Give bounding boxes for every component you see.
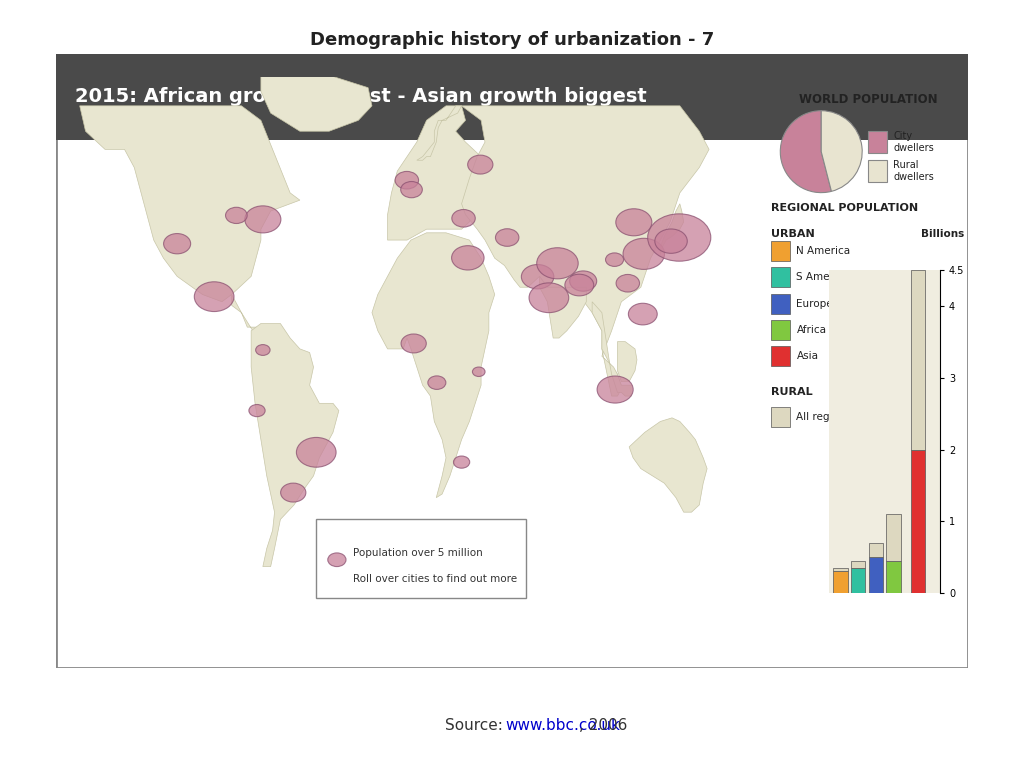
Text: Source:: Source:: [445, 718, 508, 733]
Bar: [910, 270, 925, 449]
Text: www.bbc.co.uk: www.bbc.co.uk: [506, 718, 621, 733]
Circle shape: [569, 271, 597, 291]
Bar: [868, 557, 883, 593]
Circle shape: [565, 274, 594, 296]
Text: REGIONAL POPULATION: REGIONAL POPULATION: [771, 203, 919, 213]
FancyBboxPatch shape: [315, 518, 526, 598]
Circle shape: [472, 367, 485, 376]
Circle shape: [654, 229, 687, 253]
Bar: [834, 571, 848, 593]
Bar: [910, 449, 925, 593]
Text: S America: S America: [797, 272, 850, 282]
Bar: [851, 568, 865, 593]
Circle shape: [605, 253, 624, 266]
Circle shape: [245, 206, 281, 233]
Text: 2015: African growth fastest - Asian growth biggest: 2015: African growth fastest - Asian gro…: [75, 88, 646, 106]
Circle shape: [452, 210, 475, 227]
Polygon shape: [80, 106, 300, 302]
Circle shape: [395, 171, 419, 189]
Text: Billions: Billions: [922, 230, 965, 240]
Polygon shape: [462, 106, 709, 396]
Polygon shape: [231, 294, 261, 338]
Polygon shape: [417, 106, 462, 161]
Wedge shape: [821, 111, 862, 191]
Circle shape: [521, 264, 554, 289]
Circle shape: [195, 282, 234, 312]
Bar: [771, 406, 791, 427]
Circle shape: [454, 456, 470, 468]
Bar: [867, 160, 887, 182]
Bar: [771, 346, 791, 366]
Bar: [834, 568, 848, 571]
Text: N America: N America: [797, 246, 851, 256]
Polygon shape: [660, 204, 684, 254]
Polygon shape: [372, 233, 495, 498]
Text: Population over 5 million: Population over 5 million: [353, 548, 482, 558]
Bar: [851, 561, 865, 568]
Text: The world’s urban population is expected to hit 4bn between 2015 and 2020, about: The world’s urban population is expected…: [70, 621, 674, 659]
Polygon shape: [540, 276, 587, 338]
Bar: [771, 319, 791, 339]
Text: City
dwellers: City dwellers: [893, 131, 934, 153]
Polygon shape: [251, 323, 339, 567]
Circle shape: [537, 248, 579, 279]
Circle shape: [452, 246, 484, 270]
Text: Rural
dwellers: Rural dwellers: [893, 161, 934, 182]
Text: WORLD POPULATION: WORLD POPULATION: [799, 93, 937, 105]
Circle shape: [428, 376, 445, 389]
Text: Roll over cities to find out more: Roll over cities to find out more: [353, 574, 517, 584]
Circle shape: [249, 405, 265, 417]
Text: Asia: Asia: [797, 351, 818, 361]
Circle shape: [529, 283, 568, 313]
Circle shape: [623, 238, 665, 270]
Polygon shape: [617, 342, 637, 382]
Circle shape: [296, 438, 336, 467]
Circle shape: [400, 181, 422, 197]
Circle shape: [164, 233, 190, 254]
Bar: [887, 514, 901, 561]
Circle shape: [597, 376, 633, 403]
Text: Europe: Europe: [797, 299, 834, 309]
Circle shape: [225, 207, 247, 223]
Text: Demographic history of urbanization - 7: Demographic history of urbanization - 7: [310, 31, 714, 48]
Bar: [868, 543, 883, 557]
Text: , 2006: , 2006: [579, 718, 627, 733]
Circle shape: [401, 334, 426, 353]
Polygon shape: [261, 66, 372, 131]
Bar: [771, 267, 791, 287]
Circle shape: [281, 483, 306, 502]
Wedge shape: [780, 111, 831, 193]
Circle shape: [256, 345, 270, 356]
Bar: [867, 131, 887, 153]
Text: Africa: Africa: [797, 325, 826, 335]
Text: RURAL: RURAL: [771, 387, 813, 397]
Polygon shape: [592, 302, 631, 396]
Circle shape: [629, 303, 657, 325]
Bar: [887, 561, 901, 593]
Circle shape: [616, 274, 640, 292]
Circle shape: [328, 553, 346, 567]
Polygon shape: [387, 106, 488, 240]
Polygon shape: [629, 418, 708, 512]
Bar: [771, 241, 791, 261]
Text: URBAN: URBAN: [771, 230, 815, 240]
Circle shape: [468, 155, 493, 174]
Circle shape: [496, 229, 519, 247]
Text: All regions: All regions: [797, 412, 852, 422]
FancyBboxPatch shape: [56, 54, 968, 668]
Circle shape: [647, 214, 711, 261]
Circle shape: [615, 209, 652, 236]
FancyBboxPatch shape: [56, 54, 968, 140]
Bar: [771, 293, 791, 313]
